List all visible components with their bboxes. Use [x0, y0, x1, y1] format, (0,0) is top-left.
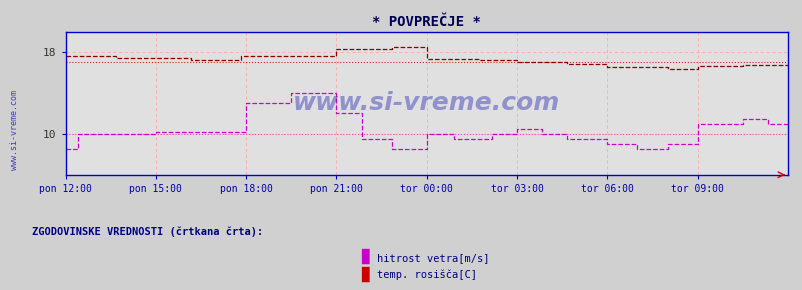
- Text: www.si-vreme.com: www.si-vreme.com: [10, 90, 18, 171]
- Text: www.si-vreme.com: www.si-vreme.com: [293, 91, 560, 115]
- Text: temp. rosišča[C]: temp. rosišča[C]: [377, 270, 477, 280]
- Text: █: █: [361, 266, 368, 282]
- Title: * POVPREČJE *: * POVPREČJE *: [372, 15, 480, 29]
- Text: hitrost vetra[m/s]: hitrost vetra[m/s]: [377, 253, 489, 263]
- Text: █: █: [361, 249, 368, 264]
- Text: ZGODOVINSKE VREDNOSTI (črtkana črta):: ZGODOVINSKE VREDNOSTI (črtkana črta):: [32, 226, 263, 237]
